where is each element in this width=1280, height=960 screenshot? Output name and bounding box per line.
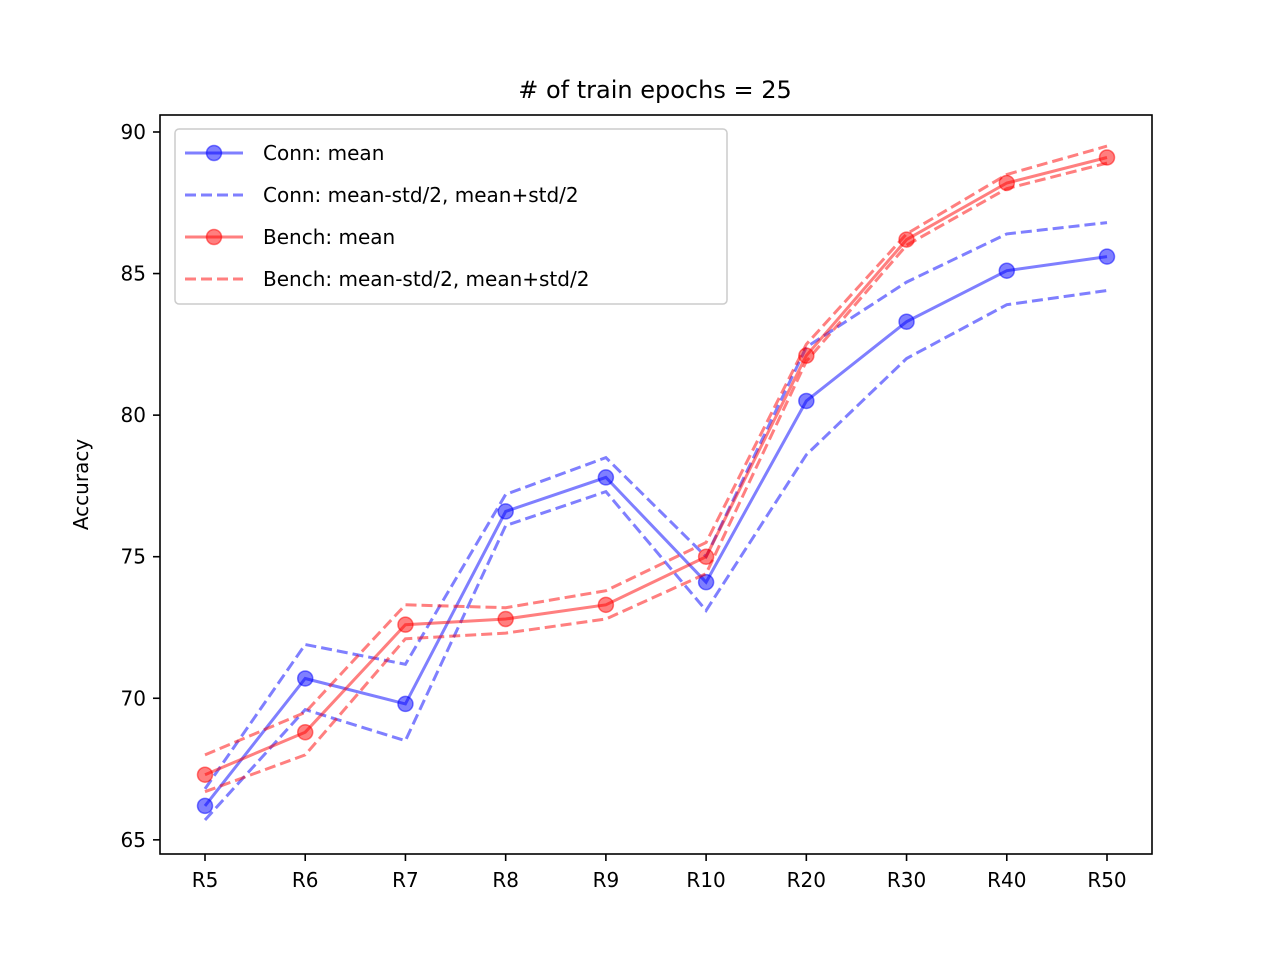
series-band-lower xyxy=(204,161,1108,794)
y-axis-label: Accuracy xyxy=(69,439,93,530)
x-tick-label: R7 xyxy=(392,868,419,892)
y-tick-label: 65 xyxy=(121,828,146,852)
series-point xyxy=(296,670,314,687)
series-point xyxy=(597,596,615,614)
series-point xyxy=(296,723,314,741)
series-point xyxy=(798,347,815,364)
legend-label: Conn: mean xyxy=(263,141,384,165)
legend-label: Conn: mean-std/2, mean+std/2 xyxy=(263,183,579,207)
y-tick-label: 70 xyxy=(121,686,146,710)
y-tick-label: 90 xyxy=(121,120,146,144)
series-point xyxy=(998,174,1016,192)
x-tick-label: R6 xyxy=(292,868,319,892)
series-mean-line xyxy=(203,255,1108,807)
x-tick-label: R10 xyxy=(686,868,725,892)
x-tick-label: R20 xyxy=(787,868,826,892)
legend-label: Bench: mean-std/2, mean+std/2 xyxy=(263,267,589,291)
y-tick-label: 80 xyxy=(121,403,146,427)
legend-marker xyxy=(205,228,223,246)
x-tick-label: R40 xyxy=(987,868,1026,892)
series-point xyxy=(898,231,915,248)
series-point xyxy=(597,469,615,486)
legend-box xyxy=(174,128,728,305)
x-tick-label: R9 xyxy=(593,868,620,892)
series-band-upper xyxy=(204,144,1108,757)
series-point xyxy=(397,616,414,633)
legend: Conn: mean Conn: mean-std/2, mean+std/2 Be… xyxy=(174,128,728,305)
series-point xyxy=(697,573,715,591)
series-point xyxy=(697,548,715,565)
series-point xyxy=(798,392,815,410)
series-point xyxy=(1098,149,1116,166)
legend-label: Bench: mean xyxy=(263,225,395,249)
series-point xyxy=(196,797,214,815)
x-tick-label: R50 xyxy=(1087,868,1126,892)
legend-marker xyxy=(205,144,223,162)
series-point xyxy=(1098,248,1116,265)
x-tick-label: R30 xyxy=(887,868,926,892)
series-band-lower xyxy=(203,289,1108,822)
chart-title: # of train epochs = 25 xyxy=(518,76,792,104)
y-tick-label: 85 xyxy=(121,262,146,286)
y-tick-label: 75 xyxy=(121,545,146,569)
plot-area xyxy=(196,144,1116,822)
x-tick-label: R8 xyxy=(492,868,519,892)
series-band-upper xyxy=(203,221,1108,790)
series-point xyxy=(998,262,1016,279)
axes: R5 R6 R7 R8 R9 R10 R20 R30 R40 R50 65 70 75 80 85 90 xyxy=(121,120,1127,892)
series-mean-line xyxy=(204,156,1108,777)
series-point xyxy=(898,313,915,330)
series-point xyxy=(497,503,514,520)
series-point xyxy=(497,610,514,628)
series-point xyxy=(397,695,414,713)
x-tick-label: R5 xyxy=(192,868,219,892)
plot-frame xyxy=(159,114,1153,855)
series-point xyxy=(196,766,214,783)
